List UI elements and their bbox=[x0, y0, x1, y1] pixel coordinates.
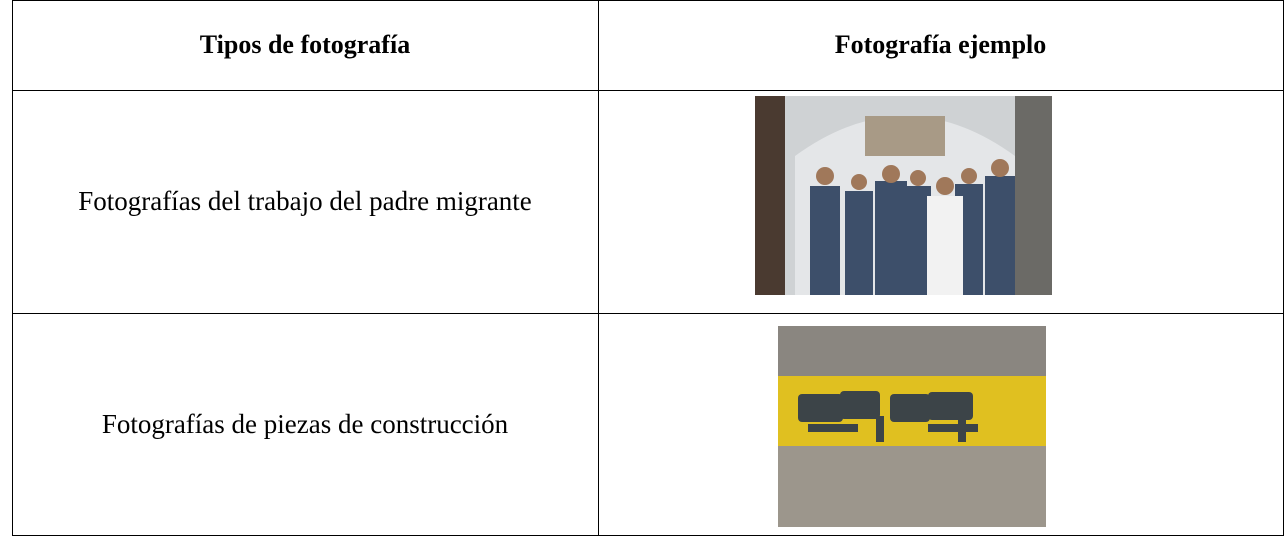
row-label: Fotografías de piezas de construcción bbox=[101, 409, 509, 439]
header-cell: Tipos de fotografía bbox=[199, 30, 411, 59]
table-border bbox=[12, 313, 1284, 314]
header-cell: Fotografía ejemplo bbox=[834, 30, 1047, 59]
photo-pieces bbox=[778, 326, 1046, 527]
photo-workers bbox=[755, 96, 1052, 295]
table-border bbox=[12, 90, 1284, 91]
table-border bbox=[12, 0, 1284, 1]
table-border bbox=[12, 0, 13, 536]
row-label: Fotografías del trabajo del padre migran… bbox=[78, 186, 532, 216]
table-border bbox=[598, 0, 599, 536]
